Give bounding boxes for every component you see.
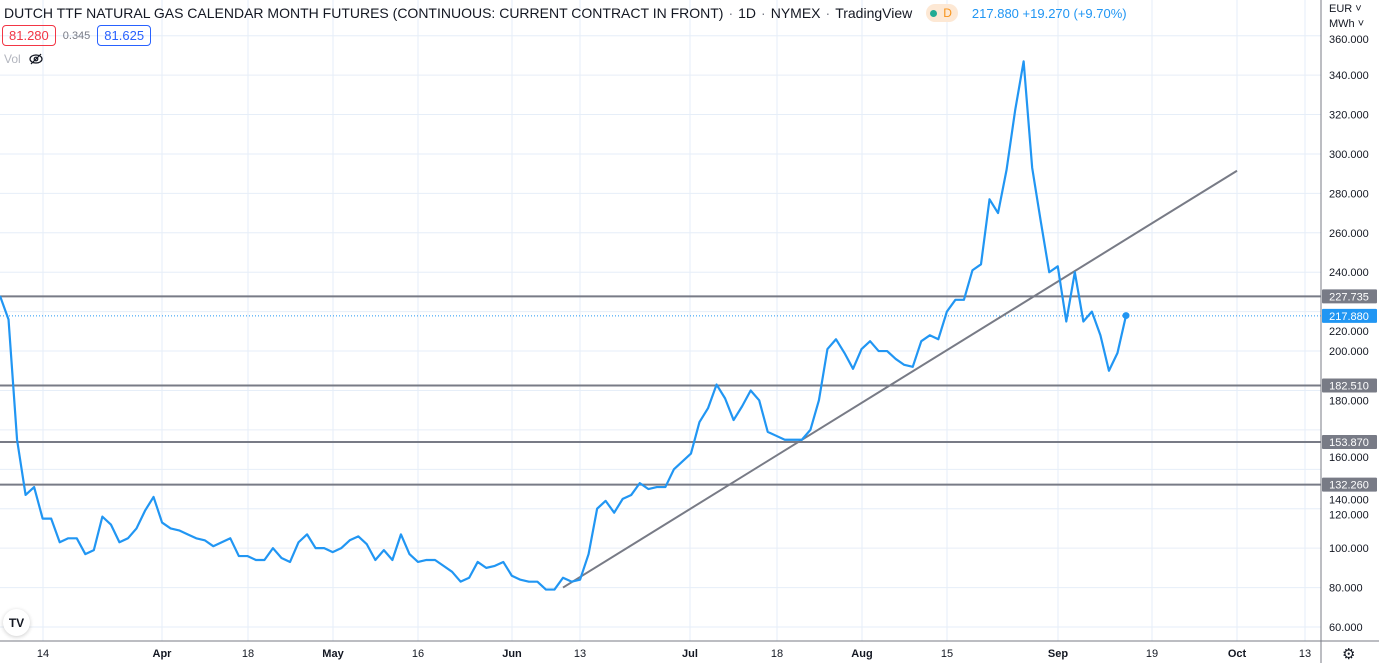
buy-button[interactable]: 81.625 [97,25,152,46]
eye-crossed-icon[interactable] [29,53,43,65]
level-price-label: 182.510 [1322,378,1377,393]
y-tick-label: 100.000 [1329,543,1369,555]
level-price-label: 132.260 [1322,477,1377,492]
price-label-bg [1322,434,1377,449]
price-label-text: 182.510 [1329,381,1369,393]
sell-button[interactable]: 81.280 [2,25,56,46]
y-tick-label: 320.000 [1329,110,1369,122]
x-tick-label: 13 [1299,648,1311,660]
exchange: NYMEX [770,5,821,21]
y-tick-label: 260.000 [1329,228,1369,240]
level-price-label: 153.870 [1322,434,1377,449]
price-label-text: 217.880 [1329,311,1369,323]
x-tick-label: Oct [1228,648,1247,660]
y-tick-label: 140.000 [1329,495,1369,507]
y-tick-label: 60.000 [1329,622,1363,634]
last-price-dot [1122,312,1130,320]
x-tick-label: 15 [941,648,953,660]
x-tick-label: Jul [682,648,698,660]
spread: 0.345 [62,29,91,42]
market-status-badge[interactable]: D [926,4,958,22]
x-tick-label: Sep [1048,648,1068,660]
x-tick-label: 18 [242,648,254,660]
y-tick-label: 220.000 [1329,326,1369,338]
bid-ask: 81.280 0.345 81.625 [2,25,152,46]
status-dot-icon [930,9,938,17]
y-tick-label: 360.000 [1329,34,1369,46]
price-label-text: 227.735 [1329,291,1369,303]
x-tick-label: May [322,648,344,660]
y-tick-label: 240.000 [1329,267,1369,279]
currency-select[interactable]: EUR ˅ [1329,3,1362,15]
y-tick-label: 200.000 [1329,346,1369,358]
price-label-bg [1322,308,1377,323]
y-tick-label: 280.000 [1329,188,1369,200]
volume-label: Vol [4,52,21,66]
x-tick-label: 13 [574,648,586,660]
price-label-text: 132.260 [1329,480,1369,492]
settings-gear-icon[interactable]: ⚙ [1342,646,1356,663]
price-line [0,60,1128,591]
price-label-bg [1322,477,1377,492]
last-price-label: 217.880 [1322,308,1377,323]
price-label-bg [1322,378,1377,393]
symbol-title[interactable]: DUTCH TTF NATURAL GAS CALENDAR MONTH FUT… [4,5,724,21]
x-tick-label: Jun [502,648,522,660]
unit-select[interactable]: MWh ˅ [1329,18,1365,30]
y-tick-label: 80.000 [1329,583,1363,595]
x-tick-label: Apr [153,648,173,660]
trend-line [562,169,1238,589]
status-letter: D [943,6,952,20]
y-tick-label: 120.000 [1329,510,1369,522]
y-tick-label: 180.000 [1329,396,1369,408]
level-price-label: 227.735 [1322,289,1377,304]
y-tick-label: 340.000 [1329,70,1369,82]
x-tick-label: 16 [412,648,424,660]
y-tick-label: 300.000 [1329,149,1369,161]
chart-header: DUTCH TTF NATURAL GAS CALENDAR MONTH FUT… [4,4,1127,22]
price-label-bg [1322,289,1377,304]
x-tick-label: 18 [771,648,783,660]
last-quote: 217.880 +19.270 (+9.70%) [971,5,1127,21]
interval[interactable]: 1D [738,5,757,21]
x-tick-label: Aug [851,648,872,660]
tradingview-logo[interactable]: TV [3,609,30,636]
price-label-text: 153.870 [1329,437,1369,449]
y-tick-label: 160.000 [1329,452,1369,464]
source: TradingView [835,5,913,21]
x-tick-label: 19 [1146,648,1158,660]
volume-legend: Vol [4,52,43,66]
x-tick-label: 14 [37,648,49,660]
